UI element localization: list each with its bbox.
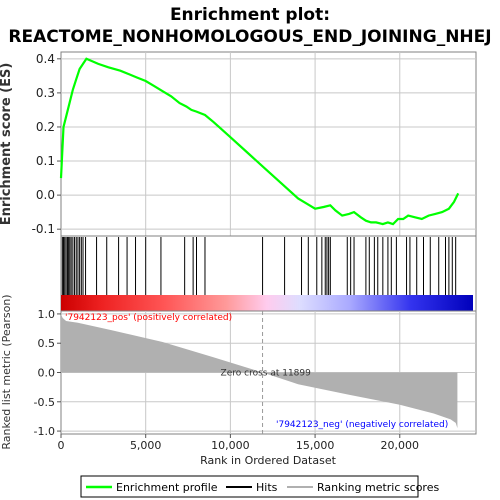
es-y-tick-label: 0.1: [36, 154, 55, 168]
x-tick-label: 20,000: [381, 439, 420, 452]
enrichment-profile-line: [59, 57, 460, 226]
x-tick-label: 5,000: [130, 439, 162, 452]
x-tick-label: 0: [58, 439, 65, 452]
es-y-tick-label: 0.2: [36, 120, 55, 134]
pos-label: '7942123_pos' (positively correlated): [65, 313, 232, 323]
legend: Enrichment profile Hits Ranking metric s…: [80, 475, 439, 498]
chart-title-line1: Enrichment plot:: [169, 5, 331, 25]
metric-y-axis: -1.0 -0.5 0.0 0.5 1.0: [34, 308, 61, 438]
hit-lines: [61, 237, 457, 295]
es-y-tick-label: 0.4: [36, 52, 55, 66]
es-y-axis-label: Enrichment score (ES): [0, 63, 14, 226]
rank-color-bar: [61, 295, 473, 311]
es-panel: -0.1 0.0 0.1 0.2 0.3 0.4: [32, 51, 477, 237]
hits-panel: [60, 235, 477, 312]
legend-label-metric: Ranking metric scores: [317, 481, 439, 494]
es-y-tick-label: -0.1: [32, 222, 55, 236]
es-y-tick-label: 0.3: [36, 86, 55, 100]
es-plot-area: [60, 51, 477, 237]
es-y-tick-label: 0.0: [36, 188, 55, 202]
metric-y-tick-label: 0.5: [38, 337, 56, 350]
metric-y-tick-label: -1.0: [34, 425, 55, 438]
es-y-axis: -0.1 0.0 0.1 0.2 0.3 0.4: [32, 52, 61, 236]
x-tick-label: 15,000: [296, 439, 335, 452]
legend-label-hits: Hits: [256, 481, 278, 494]
neg-label: '7942123_neg' (negatively correlated): [276, 420, 448, 430]
ranked-metric-area: [61, 314, 458, 429]
x-tick-label: 10,000: [211, 439, 250, 452]
metric-y-tick-label: 1.0: [38, 308, 56, 321]
metric-y-tick-label: 0.0: [38, 367, 56, 380]
zero-cross-label: Zero cross at 11899: [221, 369, 312, 379]
metric-panel: Zero cross at 11899 '7942123_pos' (posit…: [34, 308, 477, 452]
x-axis-label: Rank in Ordered Dataset: [200, 454, 337, 467]
metric-y-tick-label: -0.5: [34, 396, 55, 409]
es-grid: [61, 52, 476, 236]
legend-label-profile: Enrichment profile: [116, 481, 218, 494]
x-axis: 0 5,000 10,000 15,000 20,000: [58, 434, 420, 452]
chart-title-line2: REACTOME_NONHOMOLOGOUS_END_JOINING_NHEJ: [8, 27, 492, 47]
metric-y-axis-label: Ranked list metric (Pearson): [0, 294, 13, 449]
